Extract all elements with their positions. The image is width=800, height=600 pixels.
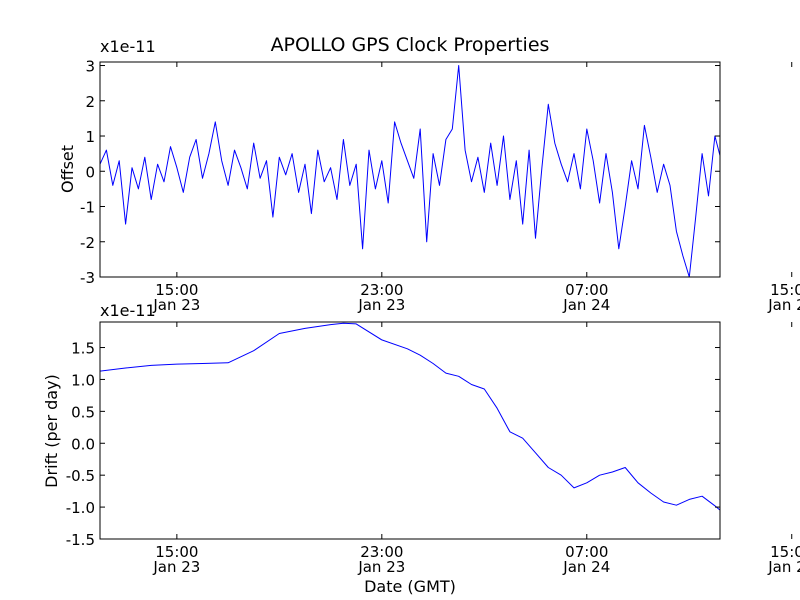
offset-y-tick-label: -3	[80, 269, 95, 287]
offset-y-axis-label: Offset	[58, 145, 77, 193]
x-axis-label: Date (GMT)	[364, 577, 456, 596]
drift-y-tick-label: 0.5	[71, 403, 95, 421]
chart-title: APOLLO GPS Clock Properties	[271, 34, 550, 56]
offset-x-tick-time-label: 07:00	[565, 281, 608, 299]
drift-x-tick-time-label: 15:00	[770, 543, 800, 561]
offset-scale-label: x1e-11	[100, 37, 156, 56]
offset-x-tick-date-label: Jan 24	[562, 296, 610, 314]
offset-x-tick-date-label: Jan 24	[767, 296, 800, 314]
offset-x-tick-time-label: 23:00	[360, 281, 403, 299]
drift-y-tick-label: -0.5	[66, 467, 95, 485]
drift-y-tick-label: 1.0	[71, 371, 95, 389]
drift-series-line	[100, 322, 720, 511]
drift-x-tick-date-label: Jan 24	[767, 558, 800, 576]
drift-y-tick-label: 0.0	[71, 435, 95, 453]
drift-x-tick-date-label: Jan 24	[562, 558, 610, 576]
drift-y-axis-label: Drift (per day)	[42, 374, 61, 488]
offset-x-tick-time-label: 15:00	[770, 281, 800, 299]
drift-y-tick-label: -1.5	[66, 531, 95, 549]
offset-y-tick-label: -1	[80, 199, 95, 217]
drift-plot: x1e-11 Drift (per day) 1.5 1.0 0.5 0.0 -0.5 -…	[42, 301, 800, 576]
drift-x-tick-time-label: 23:00	[360, 543, 403, 561]
offset-x-tick-time-label: 15:00	[155, 281, 198, 299]
offset-series-line	[100, 65, 720, 277]
drift-x-tick-time-label: 07:00	[565, 543, 608, 561]
offset-x-tick-date-label: Jan 23	[357, 296, 405, 314]
drift-scale-label: x1e-11	[100, 301, 156, 320]
drift-axes-frame	[99, 321, 721, 540]
offset-y-tick-label: 0	[85, 163, 95, 181]
offset-y-tick-label: 3	[85, 58, 95, 76]
offset-y-tick-label: -2	[80, 234, 95, 252]
drift-x-tick-date-label: Jan 23	[357, 558, 405, 576]
offset-y-tick-label: 2	[85, 93, 95, 111]
offset-x-tick-date-label: Jan 23	[152, 296, 200, 314]
drift-y-tick-label: -1.0	[66, 499, 95, 517]
drift-x-tick-time-label: 15:00	[155, 543, 198, 561]
drift-y-tick-label: 1.5	[71, 340, 95, 358]
offset-y-tick-label: 1	[85, 128, 95, 146]
offset-axes-frame	[99, 61, 721, 278]
drift-x-tick-date-label: Jan 23	[152, 558, 200, 576]
